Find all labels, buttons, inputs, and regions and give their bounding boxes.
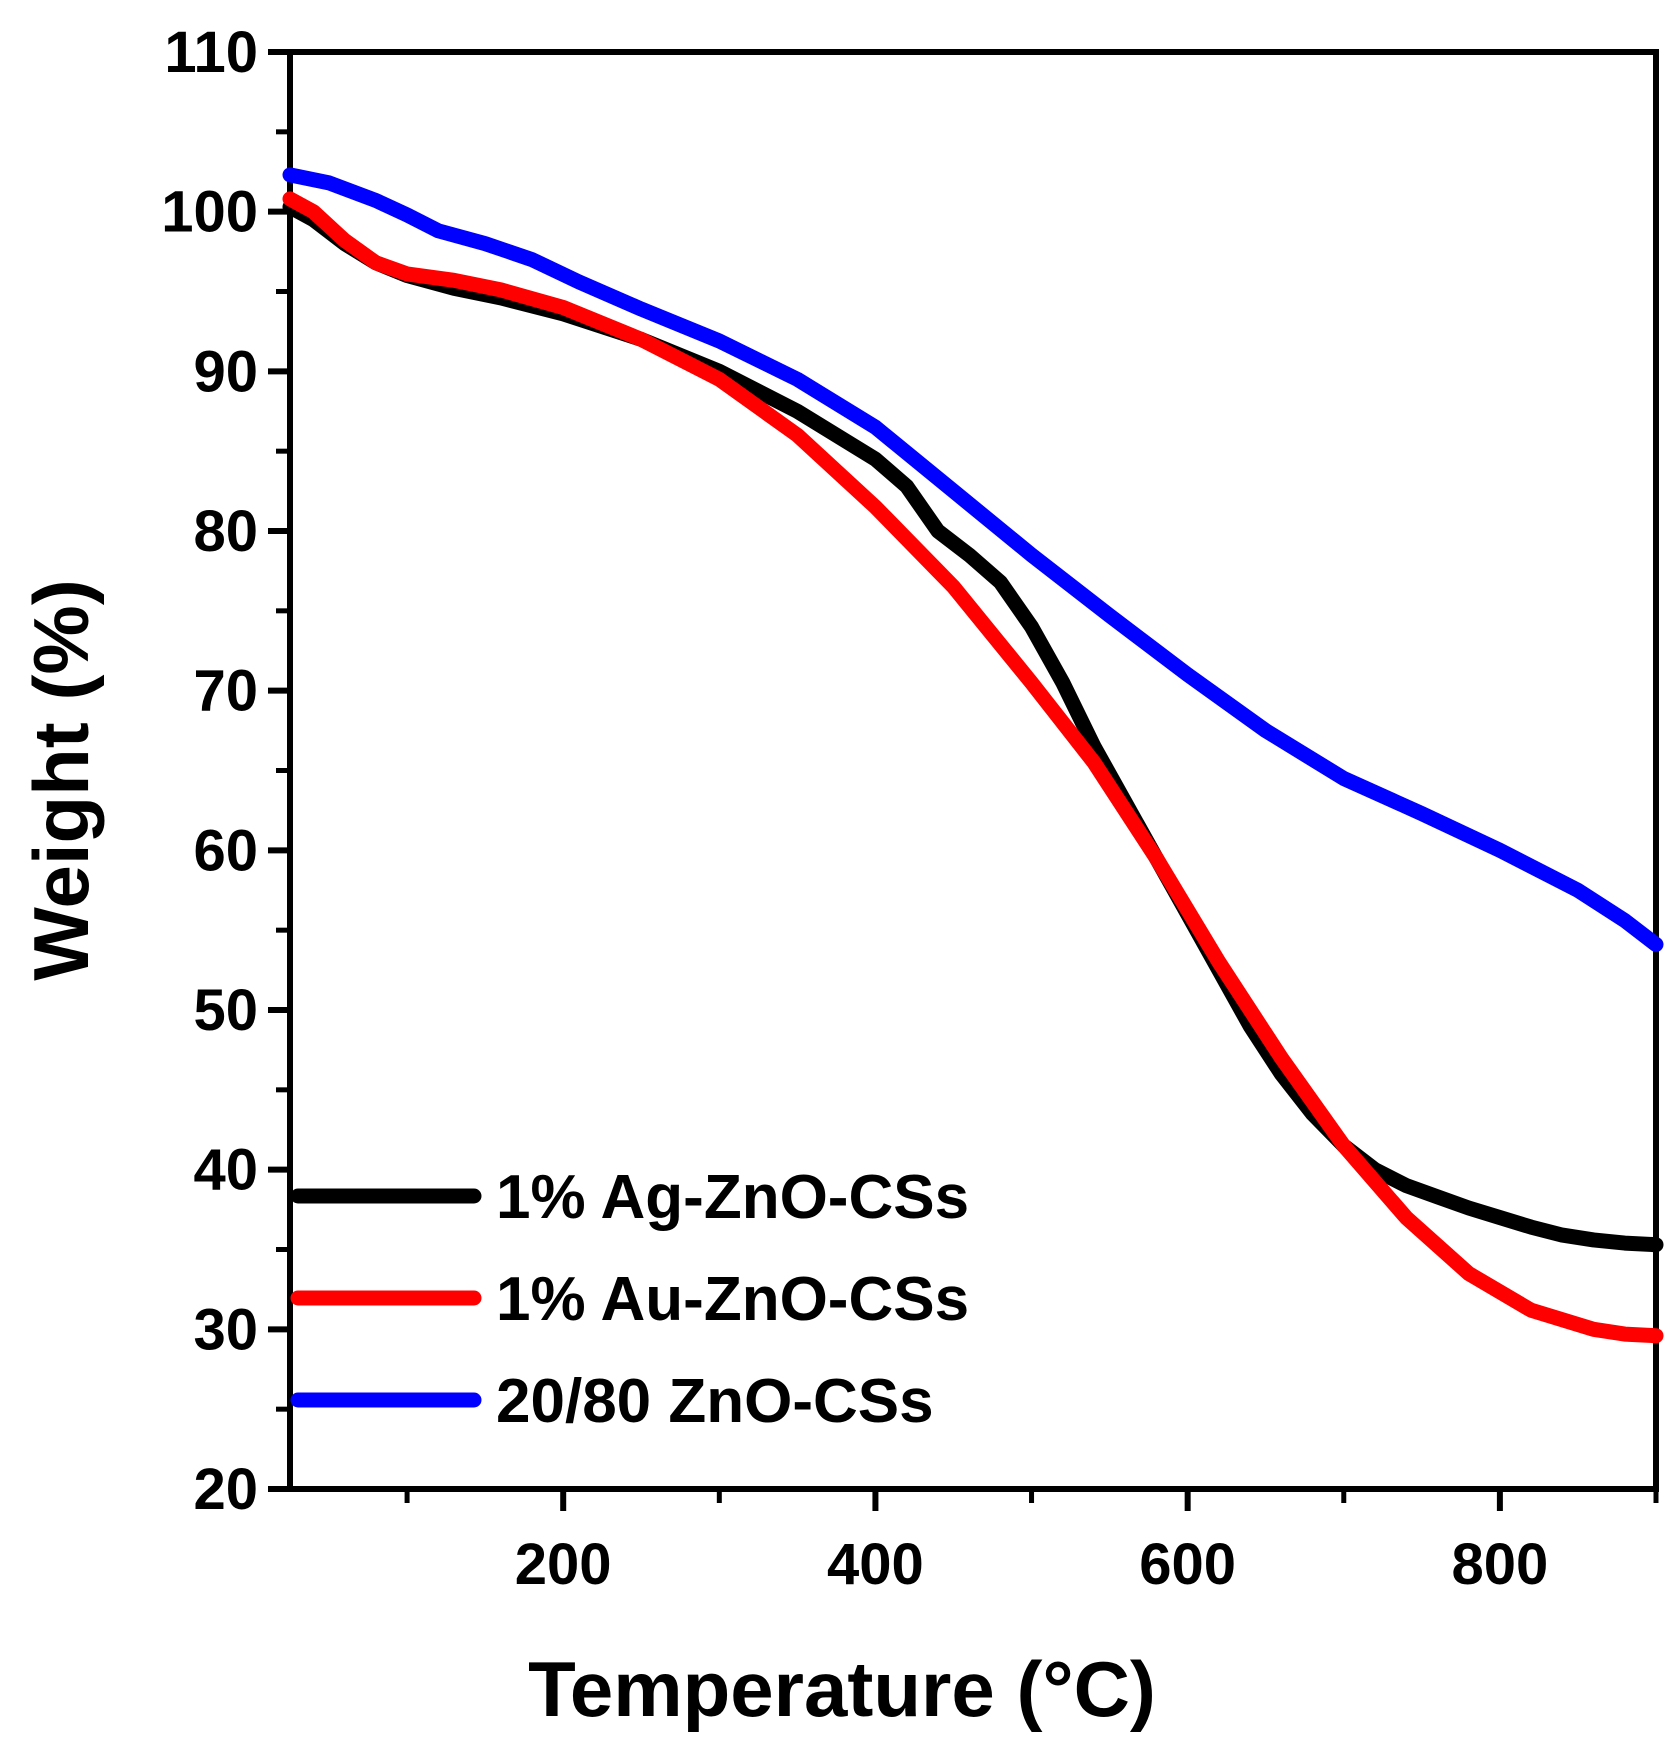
x-axis-title: Temperature (°C): [528, 1645, 1156, 1733]
y-tick-label: 20: [193, 1457, 258, 1522]
x-tick-label: 600: [1139, 1532, 1236, 1597]
y-axis-title: Weight (%): [17, 579, 105, 981]
series-line-2: [282, 191, 1664, 1344]
y-tick-label: 30: [193, 1297, 258, 1362]
major-ticks: [268, 49, 1503, 1511]
y-tick-label: 60: [193, 818, 258, 883]
legend: 1% Ag-ZnO-CSs 1% Au-ZnO-CSs 20/80 ZnO-CSs: [290, 1163, 969, 1436]
y-tick-label: 70: [193, 659, 258, 724]
x-tick-labels: 200 400 600 800: [515, 1532, 1548, 1597]
series-line-3: [282, 167, 1664, 952]
y-tick-label: 40: [193, 1138, 258, 1203]
legend-label-2: 1% Au-ZnO-CSs: [496, 1265, 969, 1334]
x-tick-label: 800: [1451, 1532, 1548, 1597]
legend-label-3: 20/80 ZnO-CSs: [496, 1367, 934, 1436]
y-tick-label: 100: [161, 180, 258, 245]
y-tick-label: 90: [193, 339, 258, 404]
minor-ticks: [276, 129, 1659, 1503]
series-lines: [282, 167, 1664, 1344]
x-tick-label: 200: [515, 1532, 612, 1597]
plot-frame: [287, 49, 1659, 1492]
series-line-1: [282, 199, 1664, 1253]
legend-label-1: 1% Ag-ZnO-CSs: [496, 1163, 969, 1232]
y-tick-labels: 20 30 40 50 60 70 80 90 100 110: [161, 20, 258, 1522]
y-tick-label: 110: [164, 20, 258, 85]
y-tick-label: 50: [193, 978, 258, 1043]
x-tick-label: 400: [827, 1532, 924, 1597]
y-tick-label: 80: [193, 499, 258, 564]
